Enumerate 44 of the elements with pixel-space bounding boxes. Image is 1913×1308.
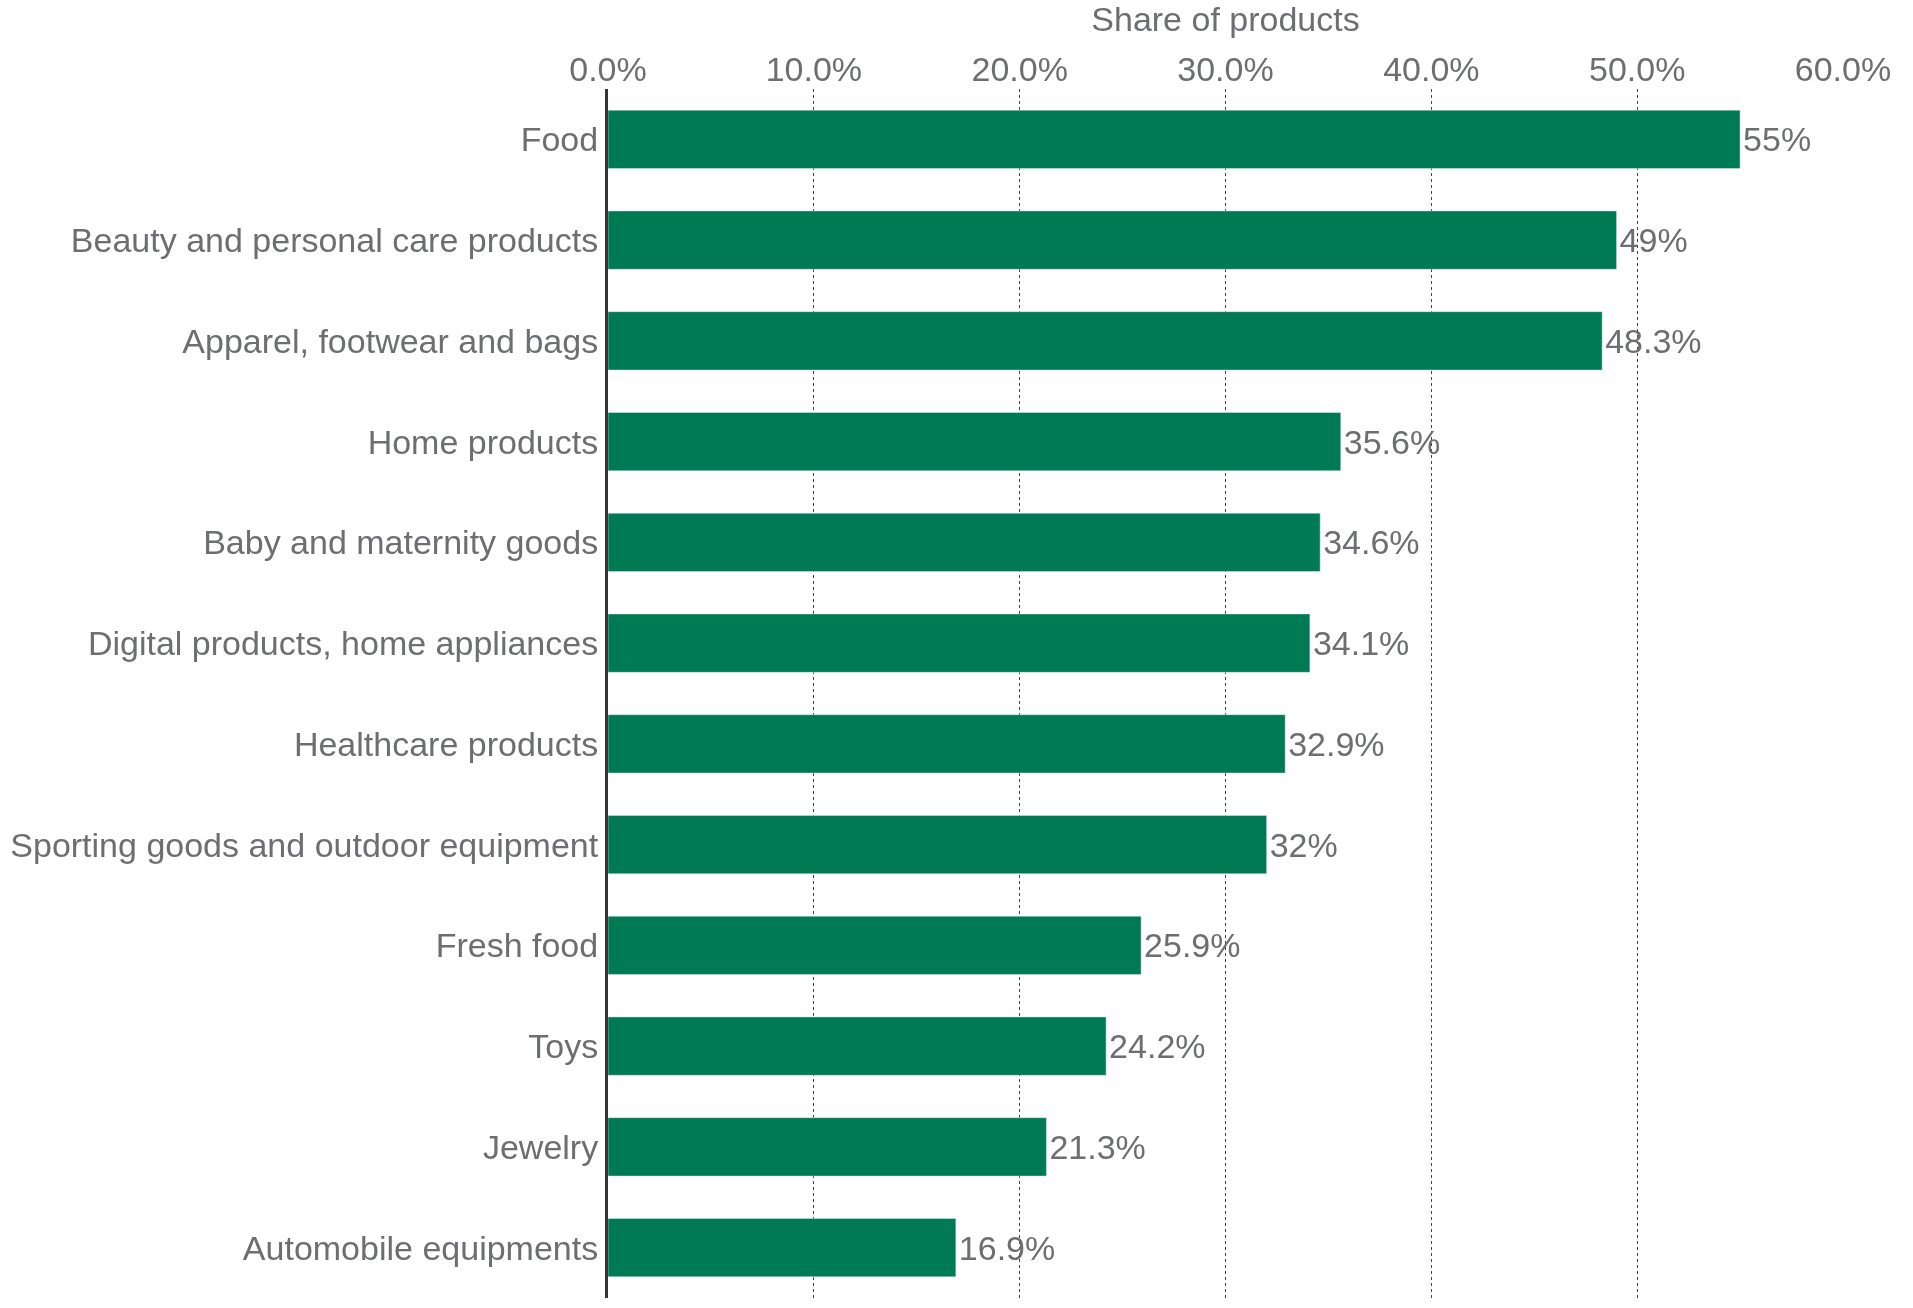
y-tick-label: Healthcare products	[293, 724, 599, 763]
x-tick-label: 50.0%	[1588, 50, 1686, 89]
y-tick-label: Food	[520, 120, 599, 159]
bar	[608, 109, 1741, 169]
x-tick-label: 30.0%	[1177, 50, 1274, 89]
x-tick-label: 60.0%	[1794, 50, 1892, 89]
y-tick-label: Apparel, footwear and bags	[182, 321, 599, 360]
data-label: 32.9%	[1288, 724, 1385, 763]
bar	[608, 613, 1311, 673]
x-axis-title: Share of products	[1091, 0, 1360, 38]
data-label: 25.9%	[1144, 926, 1241, 965]
y-tick-label: Digital products, home appliances	[87, 624, 599, 663]
x-tick-label: 40.0%	[1383, 50, 1480, 89]
y-tick-label: Baby and maternity goods	[203, 523, 599, 562]
y-tick-label: Jewelry	[482, 1127, 599, 1166]
data-label: 24.2%	[1109, 1027, 1206, 1066]
data-label: 49%	[1619, 221, 1688, 260]
bar	[608, 1016, 1107, 1076]
bar	[608, 412, 1342, 472]
bar	[608, 714, 1286, 774]
x-tick-label: 20.0%	[971, 50, 1068, 89]
y-tick-label: Fresh food	[435, 926, 599, 965]
data-label: 32%	[1269, 825, 1338, 864]
x-tick-label: 10.0%	[765, 50, 863, 89]
data-label: 55%	[1743, 120, 1812, 159]
data-label: 34.6%	[1323, 523, 1420, 562]
data-label: 48.3%	[1605, 321, 1702, 360]
bar	[608, 1117, 1047, 1177]
bar	[608, 915, 1142, 975]
bar	[608, 1218, 957, 1278]
data-label: 34.1%	[1312, 624, 1410, 663]
x-tick-label: 0.0%	[569, 50, 647, 89]
bar	[608, 512, 1321, 572]
bar	[608, 815, 1267, 875]
y-tick-label: Toys	[528, 1027, 599, 1066]
bar	[608, 210, 1617, 270]
data-label: 16.9%	[958, 1228, 1056, 1267]
y-tick-label: Beauty and personal care products	[70, 221, 599, 260]
y-tick-label: Sporting goods and outdoor equipment	[10, 825, 599, 864]
data-label: 35.6%	[1343, 422, 1441, 461]
bar	[608, 311, 1603, 371]
data-label: 21.3%	[1049, 1127, 1146, 1166]
y-tick-label: Automobile equipments	[242, 1228, 599, 1267]
y-tick-label: Home products	[367, 422, 599, 461]
